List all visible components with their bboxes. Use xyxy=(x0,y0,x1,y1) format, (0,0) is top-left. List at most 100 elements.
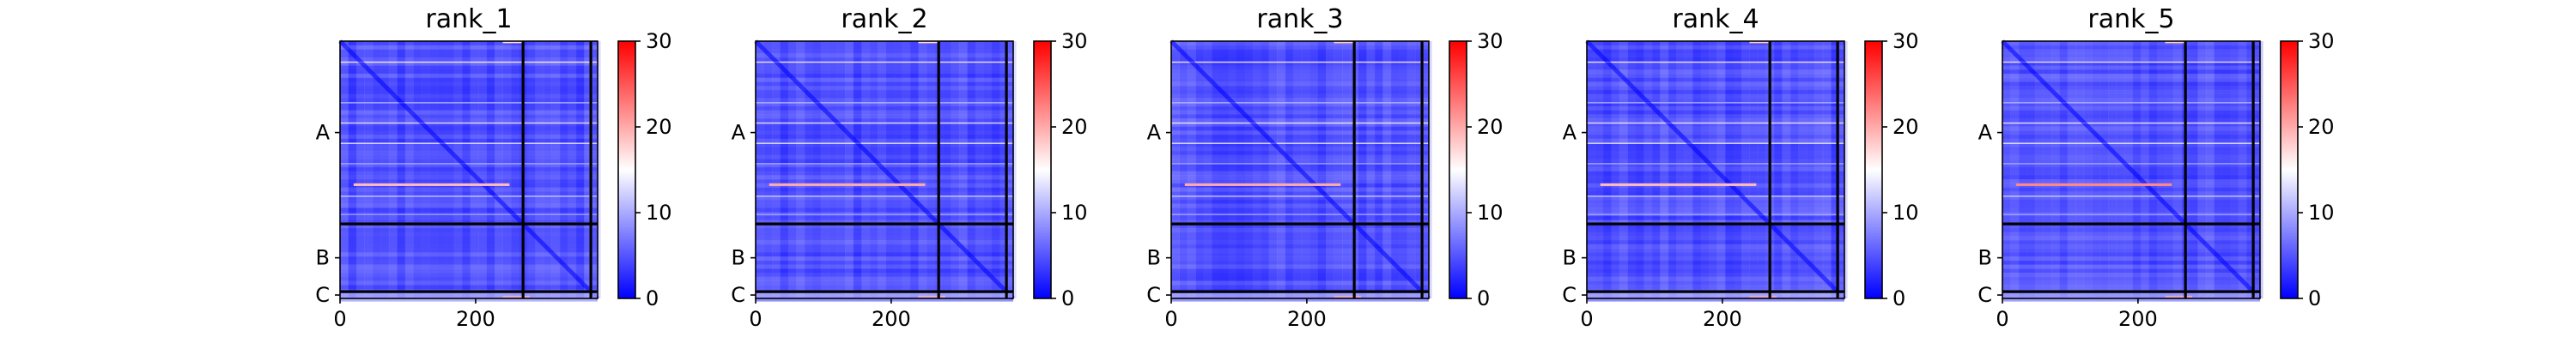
colorbar-tick-label: 30 xyxy=(2308,29,2335,53)
heatmap-col-band xyxy=(526,41,536,298)
heatmap-row-band xyxy=(1587,142,1844,147)
heatmap-col-band xyxy=(437,41,447,298)
heatmap-row-band xyxy=(2002,264,2260,269)
heatmap-row-band xyxy=(756,256,1013,262)
heatmap-col-band xyxy=(1358,41,1367,298)
heatmap-col-band xyxy=(470,41,479,298)
heatmap-col-band xyxy=(388,41,398,298)
heatmap-row-band xyxy=(1171,77,1429,82)
heatmap-row-band xyxy=(340,138,598,143)
heatmap-row-band xyxy=(340,159,598,164)
heatmap-row-band xyxy=(2002,171,2260,176)
heatmap-col-band xyxy=(1798,41,1807,298)
heatmap-col-band xyxy=(2043,41,2052,298)
heatmap-row-band xyxy=(1171,147,1429,152)
heatmap-col-band xyxy=(340,41,349,298)
heatmap-row-band xyxy=(2002,154,2260,159)
colorbar-tick-label: 10 xyxy=(646,201,672,225)
heatmap-row-band xyxy=(2002,110,2260,115)
heatmap-row-band xyxy=(1587,175,1844,180)
heatmap-col-band xyxy=(853,41,862,298)
heatmap-row-band xyxy=(1587,227,1844,233)
heatmap-row-band xyxy=(756,260,1013,266)
heatmap-row-band xyxy=(340,57,598,63)
heatmap-col-band xyxy=(510,41,519,298)
heatmap-row-band xyxy=(1587,61,1844,66)
heatmap-row-band xyxy=(756,248,1013,253)
heatmap-col-band xyxy=(1228,41,1237,298)
heatmap-row-band xyxy=(2002,280,2260,286)
heatmap-col-band xyxy=(1334,41,1343,298)
colorbar-tick-label: 10 xyxy=(1061,201,1088,225)
heatmap-col-band xyxy=(1814,41,1824,298)
heatmap-col-band xyxy=(2083,41,2093,298)
heatmap-row-band xyxy=(1587,236,1844,241)
colorbar-gradient xyxy=(2281,41,2298,298)
heatmap-row-band xyxy=(1171,191,1429,196)
heatmap-row-band xyxy=(756,171,1013,176)
heatmap-col-band xyxy=(869,41,878,298)
heatmap-col-band xyxy=(1423,41,1432,298)
heatmap-row-band xyxy=(1171,65,1429,70)
heatmap-row-band xyxy=(340,126,598,131)
heatmap-row-band xyxy=(1587,224,1844,229)
heatmap-row-band xyxy=(340,227,598,233)
heatmap-col-band xyxy=(1341,41,1351,298)
heatmap-col-band xyxy=(926,41,935,298)
heatmap-diagonal xyxy=(1585,39,1846,300)
heatmap-col-band xyxy=(2221,41,2231,298)
colorbar: 0 10 20 30 xyxy=(617,29,672,310)
heatmap-row-band xyxy=(1171,98,1429,103)
heatmap-streak xyxy=(1171,196,1429,197)
heatmap-row-band xyxy=(2002,41,2260,46)
heatmap-row-band xyxy=(1587,273,1844,278)
chain-c-strip xyxy=(2002,292,2260,298)
heatmap-streak xyxy=(1171,122,1429,124)
heatmap-row-band xyxy=(340,163,598,168)
heatmap-row-band xyxy=(2002,203,2260,208)
colorbar: 0 10 20 30 xyxy=(1449,29,1504,310)
heatmap-row-band xyxy=(2002,297,2260,302)
x-tick-label: 200 xyxy=(1287,307,1327,331)
heatmap-row-band xyxy=(1171,276,1429,281)
heatmap-row-band xyxy=(340,102,598,107)
heatmap-row-band xyxy=(2002,240,2260,245)
heatmap-row-band xyxy=(1587,187,1844,192)
heatmap-streak xyxy=(756,196,1013,197)
heatmap-row-band xyxy=(2002,86,2260,91)
heatmap-row-band xyxy=(1587,114,1844,119)
heatmap-row-band xyxy=(340,86,598,91)
y-tick-label: C xyxy=(315,283,330,307)
heatmap-row-band xyxy=(756,196,1013,201)
heatmap-col-band xyxy=(1244,41,1254,298)
heatmap-row-band xyxy=(1171,260,1429,266)
heatmap-col-band xyxy=(592,41,601,298)
heatmap-col-band xyxy=(429,41,439,298)
colorbar-frame xyxy=(1864,40,1883,299)
heatmap-col-band xyxy=(2034,41,2044,298)
heatmap-row-band xyxy=(1587,147,1844,152)
heatmap-col-band xyxy=(1326,41,1334,298)
heatmap-col-band xyxy=(796,41,805,298)
heatmap-row-band xyxy=(1171,268,1429,274)
heatmap-row-band xyxy=(1171,134,1429,140)
heatmap-row-band xyxy=(1587,264,1844,269)
heatmap-row-band xyxy=(1171,118,1429,123)
heatmap-streak xyxy=(756,214,1013,215)
chain-c-strip xyxy=(1587,292,1844,298)
colorbar-frame xyxy=(2280,40,2299,299)
heatmap-row-band xyxy=(1587,179,1844,184)
heatmap-row-band xyxy=(2002,268,2260,274)
heatmap-col-band xyxy=(2132,41,2142,298)
heatmap-row-band xyxy=(1587,86,1844,91)
heatmap-row-band xyxy=(756,73,1013,79)
heatmap-row-band xyxy=(2002,159,2260,164)
heatmap-row-band xyxy=(756,142,1013,147)
heatmap-streak xyxy=(2002,102,2260,104)
heatmap-row-band xyxy=(1171,53,1429,58)
x-tick-label: 200 xyxy=(1703,307,1742,331)
heatmap-row-band xyxy=(1171,61,1429,66)
heatmap-row-band xyxy=(1171,248,1429,253)
heatmap-col-band xyxy=(380,41,390,298)
